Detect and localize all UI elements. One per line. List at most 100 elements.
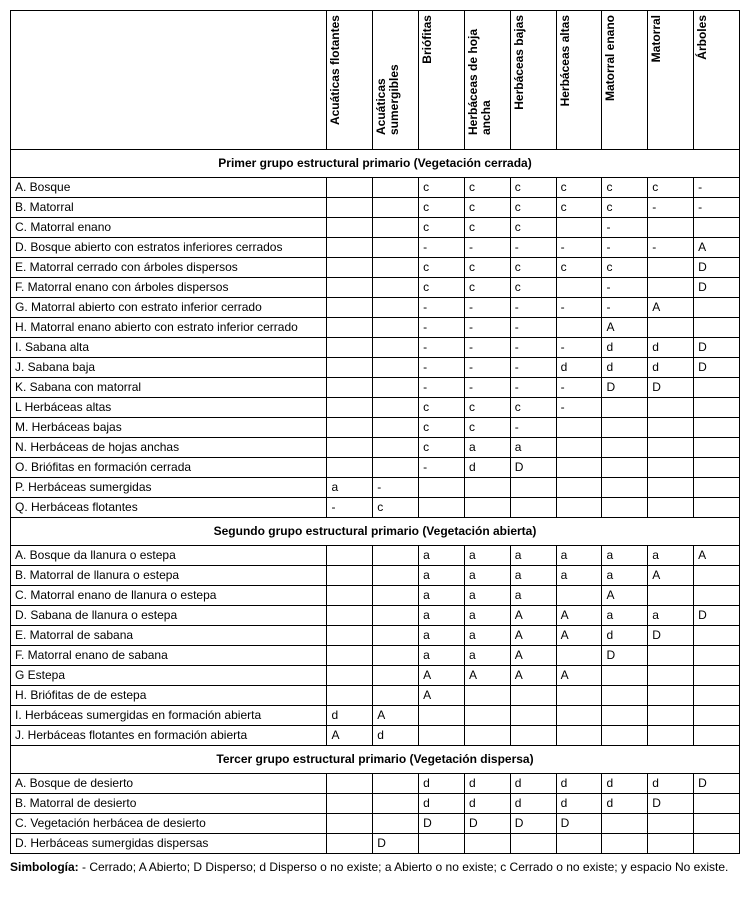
cell xyxy=(373,278,419,298)
cell: A xyxy=(327,726,373,746)
cell: a xyxy=(556,566,602,586)
cell xyxy=(694,814,740,834)
cell: d xyxy=(373,726,419,746)
cell: c xyxy=(556,198,602,218)
cell: - xyxy=(510,318,556,338)
row-label: F. Matorral enano de sabana xyxy=(11,646,327,666)
cell xyxy=(373,546,419,566)
cell xyxy=(327,298,373,318)
cell xyxy=(648,666,694,686)
cell xyxy=(327,606,373,626)
cell xyxy=(648,418,694,438)
cell xyxy=(648,814,694,834)
row-label: Q. Herbáceas flotantes xyxy=(11,498,327,518)
header-row: Acuáticas flotantes Acuáticas sumergible… xyxy=(11,11,740,150)
table-row: D. Bosque abierto con estratos inferiore… xyxy=(11,238,740,258)
cell xyxy=(373,626,419,646)
table-row: J. Herbáceas flotantes en formación abie… xyxy=(11,726,740,746)
cell xyxy=(464,834,510,854)
cell: a xyxy=(419,606,465,626)
cell: a xyxy=(464,438,510,458)
cell: A xyxy=(464,666,510,686)
cell xyxy=(602,458,648,478)
cell xyxy=(510,706,556,726)
cell xyxy=(556,726,602,746)
cell xyxy=(694,706,740,726)
cell: - xyxy=(464,298,510,318)
row-label: C. Matorral enano xyxy=(11,218,327,238)
cell xyxy=(556,478,602,498)
legend-label: Simbología: xyxy=(10,860,79,874)
cell: a xyxy=(464,566,510,586)
col-header-label: Matorral xyxy=(650,15,663,62)
cell xyxy=(694,498,740,518)
section-header: Tercer grupo estructural primario (Veget… xyxy=(11,746,740,774)
row-label: N. Herbáceas de hojas anchas xyxy=(11,438,327,458)
cell xyxy=(327,566,373,586)
cell xyxy=(648,218,694,238)
table-row: C. Matorral enano de llanura o estepaaaa… xyxy=(11,586,740,606)
cell: - xyxy=(419,358,465,378)
cell xyxy=(373,794,419,814)
cell: c xyxy=(602,258,648,278)
table-row: Q. Herbáceas flotantes-c xyxy=(11,498,740,518)
cell: D xyxy=(556,814,602,834)
cell: - xyxy=(510,418,556,438)
cell: - xyxy=(419,378,465,398)
cell xyxy=(510,726,556,746)
cell xyxy=(419,726,465,746)
cell: - xyxy=(419,318,465,338)
section-header: Primer grupo estructural primario (Veget… xyxy=(11,150,740,178)
cell: c xyxy=(419,198,465,218)
cell xyxy=(648,398,694,418)
cell: a xyxy=(419,546,465,566)
cell xyxy=(373,774,419,794)
cell: c xyxy=(464,398,510,418)
cell: - xyxy=(694,178,740,198)
cell xyxy=(327,626,373,646)
cell: a xyxy=(510,566,556,586)
cell xyxy=(694,566,740,586)
cell: a xyxy=(648,606,694,626)
cell: a xyxy=(510,546,556,566)
table-row: J. Sabana baja---dddD xyxy=(11,358,740,378)
table-body: Primer grupo estructural primario (Veget… xyxy=(11,150,740,854)
cell: d xyxy=(327,706,373,726)
row-label: I. Herbáceas sumergidas en formación abi… xyxy=(11,706,327,726)
row-label: K. Sabana con matorral xyxy=(11,378,327,398)
cell xyxy=(556,278,602,298)
cell xyxy=(327,646,373,666)
cell: a xyxy=(419,646,465,666)
cell: c xyxy=(648,178,694,198)
cell: c xyxy=(602,198,648,218)
cell: - xyxy=(510,338,556,358)
cell: a xyxy=(464,586,510,606)
cell: A xyxy=(510,606,556,626)
cell: d xyxy=(556,794,602,814)
cell: a xyxy=(602,546,648,566)
cell: d xyxy=(464,458,510,478)
table-row: I. Herbáceas sumergidas en formación abi… xyxy=(11,706,740,726)
cell: d xyxy=(648,774,694,794)
row-label: I. Sabana alta xyxy=(11,338,327,358)
row-label: E. Matorral cerrado con árboles disperso… xyxy=(11,258,327,278)
cell xyxy=(373,646,419,666)
cell xyxy=(694,438,740,458)
cell: c xyxy=(510,278,556,298)
cell xyxy=(694,726,740,746)
cell: c xyxy=(419,178,465,198)
table-row: B. Matorral de llanura o estepaaaaaaA xyxy=(11,566,740,586)
cell xyxy=(373,586,419,606)
cell: c xyxy=(464,178,510,198)
cell xyxy=(602,706,648,726)
cell xyxy=(556,646,602,666)
table-row: D. Herbáceas sumergidas dispersasD xyxy=(11,834,740,854)
cell: - xyxy=(464,318,510,338)
cell: - xyxy=(464,358,510,378)
table-row: H. Matorral enano abierto con estrato in… xyxy=(11,318,740,338)
cell: A xyxy=(510,646,556,666)
cell: - xyxy=(510,358,556,378)
cell xyxy=(648,834,694,854)
cell: c xyxy=(464,278,510,298)
cell: d xyxy=(602,774,648,794)
